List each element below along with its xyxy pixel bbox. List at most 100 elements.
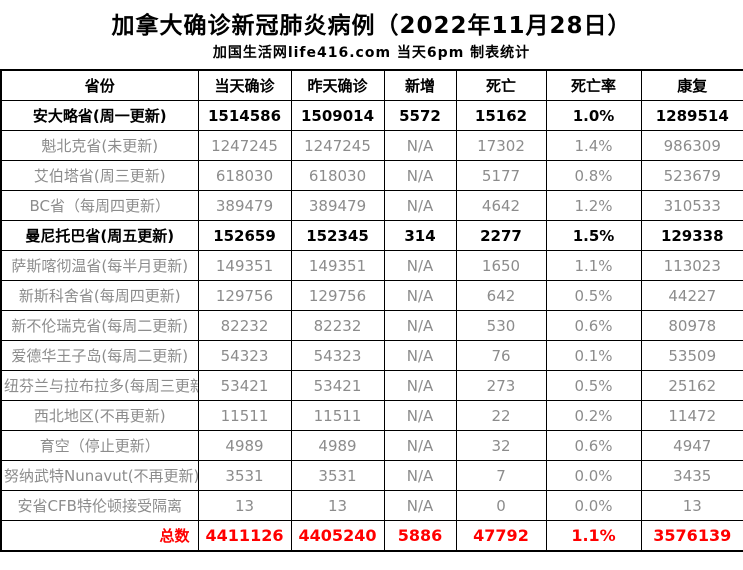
total-today-cell: 4411126 — [197, 520, 292, 552]
death-rate-cell: 0.5% — [545, 370, 642, 401]
table-row: 曼尼托巴省(周五更新) 152659 152345 314 2277 1.5% … — [0, 220, 743, 251]
yesterday-confirmed-cell: 149351 — [290, 250, 385, 281]
deaths-cell: 5177 — [455, 160, 547, 191]
death-rate-cell: 0.1% — [545, 340, 642, 371]
new-cases-cell: N/A — [383, 190, 457, 221]
new-cases-cell: N/A — [383, 370, 457, 401]
page-title: 加拿大确诊新冠肺炎病例（2022年11月28日） — [111, 13, 632, 39]
page-subtitle: 加国生活网life416.com 当天6pm 制表统计 — [212, 45, 531, 61]
new-cases-cell: N/A — [383, 250, 457, 281]
yesterday-confirmed-cell: 618030 — [290, 160, 385, 191]
yesterday-confirmed-cell: 4989 — [290, 430, 385, 461]
death-rate-cell: 1.2% — [545, 190, 642, 221]
province-cell: 曼尼托巴省(周五更新) — [0, 220, 199, 251]
death-rate-cell: 0.6% — [545, 430, 642, 461]
table-row: 新不伦瑞克省(每周二更新) 82232 82232 N/A 530 0.6% 8… — [0, 310, 743, 341]
today-confirmed-cell: 1247245 — [197, 130, 292, 161]
table-row: 萨斯喀彻温省(每半月更新) 149351 149351 N/A 1650 1.1… — [0, 250, 743, 281]
recovered-cell: 13 — [640, 490, 743, 521]
new-cases-cell: N/A — [383, 130, 457, 161]
recovered-cell: 11472 — [640, 400, 743, 431]
today-confirmed-cell: 129756 — [197, 280, 292, 311]
column-header-new-cases: 新增 — [383, 69, 457, 101]
recovered-cell: 310533 — [640, 190, 743, 221]
deaths-cell: 530 — [455, 310, 547, 341]
province-cell: 艾伯塔省(周三更新) — [0, 160, 199, 191]
province-cell: 新不伦瑞克省(每周二更新) — [0, 310, 199, 341]
yesterday-confirmed-cell: 82232 — [290, 310, 385, 341]
yesterday-confirmed-cell: 11511 — [290, 400, 385, 431]
today-confirmed-cell: 13 — [197, 490, 292, 521]
new-cases-cell: N/A — [383, 280, 457, 311]
new-cases-cell: N/A — [383, 490, 457, 521]
deaths-cell: 15162 — [455, 100, 547, 131]
recovered-cell: 1289514 — [640, 100, 743, 131]
table-row: 爱德华王子岛(每周二更新) 54323 54323 N/A 76 0.1% 53… — [0, 340, 743, 371]
deaths-cell: 32 — [455, 430, 547, 461]
province-cell: 纽芬兰与拉布拉多(每周三更新) — [0, 370, 199, 401]
province-cell: 安省CFB特伦顿接受隔离 — [0, 490, 199, 521]
column-header-province: 省份 — [0, 69, 199, 101]
recovered-cell: 25162 — [640, 370, 743, 401]
table-row: 安省CFB特伦顿接受隔离 13 13 N/A 0 0.0% 13 — [0, 490, 743, 521]
deaths-cell: 2277 — [455, 220, 547, 251]
new-cases-cell: N/A — [383, 340, 457, 371]
death-rate-cell: 1.4% — [545, 130, 642, 161]
today-confirmed-cell: 618030 — [197, 160, 292, 191]
table-row: 艾伯塔省(周三更新) 618030 618030 N/A 5177 0.8% 5… — [0, 160, 743, 191]
table-row: 纽芬兰与拉布拉多(每周三更新) 53421 53421 N/A 273 0.5%… — [0, 370, 743, 401]
deaths-cell: 7 — [455, 460, 547, 491]
yesterday-confirmed-cell: 54323 — [290, 340, 385, 371]
yesterday-confirmed-cell: 129756 — [290, 280, 385, 311]
today-confirmed-cell: 149351 — [197, 250, 292, 281]
new-cases-cell: N/A — [383, 310, 457, 341]
total-new-cases-cell: 5886 — [383, 520, 457, 552]
column-header-today-confirmed: 当天确诊 — [197, 69, 292, 101]
province-cell: BC省（每周四更新） — [0, 190, 199, 221]
death-rate-cell: 0.0% — [545, 490, 642, 521]
recovered-cell: 113023 — [640, 250, 743, 281]
today-confirmed-cell: 3531 — [197, 460, 292, 491]
province-cell: 爱德华王子岛(每周二更新) — [0, 340, 199, 371]
today-confirmed-cell: 11511 — [197, 400, 292, 431]
column-header-yesterday-confirmed: 昨天确诊 — [290, 69, 385, 101]
today-confirmed-cell: 152659 — [197, 220, 292, 251]
deaths-cell: 76 — [455, 340, 547, 371]
table-body: 安大略省(周一更新) 1514586 1509014 5572 15162 1.… — [0, 100, 743, 521]
total-label: 总数 — [0, 520, 199, 552]
recovered-cell: 3435 — [640, 460, 743, 491]
total-row: 总数 4411126 4405240 5886 47792 1.1% 35761… — [0, 520, 743, 552]
new-cases-cell: N/A — [383, 400, 457, 431]
column-header-death-rate: 死亡率 — [545, 69, 642, 101]
total-death-rate-cell: 1.1% — [545, 520, 642, 552]
province-cell: 努纳武特Nunavut(不再更新) — [0, 460, 199, 491]
today-confirmed-cell: 82232 — [197, 310, 292, 341]
table-row: 努纳武特Nunavut(不再更新) 3531 3531 N/A 7 0.0% 3… — [0, 460, 743, 491]
recovered-cell: 4947 — [640, 430, 743, 461]
death-rate-cell: 1.0% — [545, 100, 642, 131]
table-row: 魁北克省(未更新) 1247245 1247245 N/A 17302 1.4%… — [0, 130, 743, 161]
recovered-cell: 986309 — [640, 130, 743, 161]
total-yesterday-cell: 4405240 — [290, 520, 385, 552]
province-cell: 育空（停止更新） — [0, 430, 199, 461]
deaths-cell: 17302 — [455, 130, 547, 161]
column-header-recovered: 康复 — [640, 69, 743, 101]
deaths-cell: 4642 — [455, 190, 547, 221]
table-row: 西北地区(不再更新) 11511 11511 N/A 22 0.2% 11472 — [0, 400, 743, 431]
covid-stats-table: 省份 当天确诊 昨天确诊 新增 死亡 死亡率 康复 安大略省(周一更新) 151… — [0, 69, 743, 552]
table-row: 安大略省(周一更新) 1514586 1509014 5572 15162 1.… — [0, 100, 743, 131]
new-cases-cell: N/A — [383, 160, 457, 191]
death-rate-cell: 0.5% — [545, 280, 642, 311]
yesterday-confirmed-cell: 53421 — [290, 370, 385, 401]
deaths-cell: 0 — [455, 490, 547, 521]
deaths-cell: 1650 — [455, 250, 547, 281]
recovered-cell: 44227 — [640, 280, 743, 311]
death-rate-cell: 0.0% — [545, 460, 642, 491]
province-cell: 安大略省(周一更新) — [0, 100, 199, 131]
deaths-cell: 273 — [455, 370, 547, 401]
death-rate-cell: 0.6% — [545, 310, 642, 341]
yesterday-confirmed-cell: 152345 — [290, 220, 385, 251]
table-row: 育空（停止更新） 4989 4989 N/A 32 0.6% 4947 — [0, 430, 743, 461]
province-cell: 新斯科舍省(每周四更新) — [0, 280, 199, 311]
